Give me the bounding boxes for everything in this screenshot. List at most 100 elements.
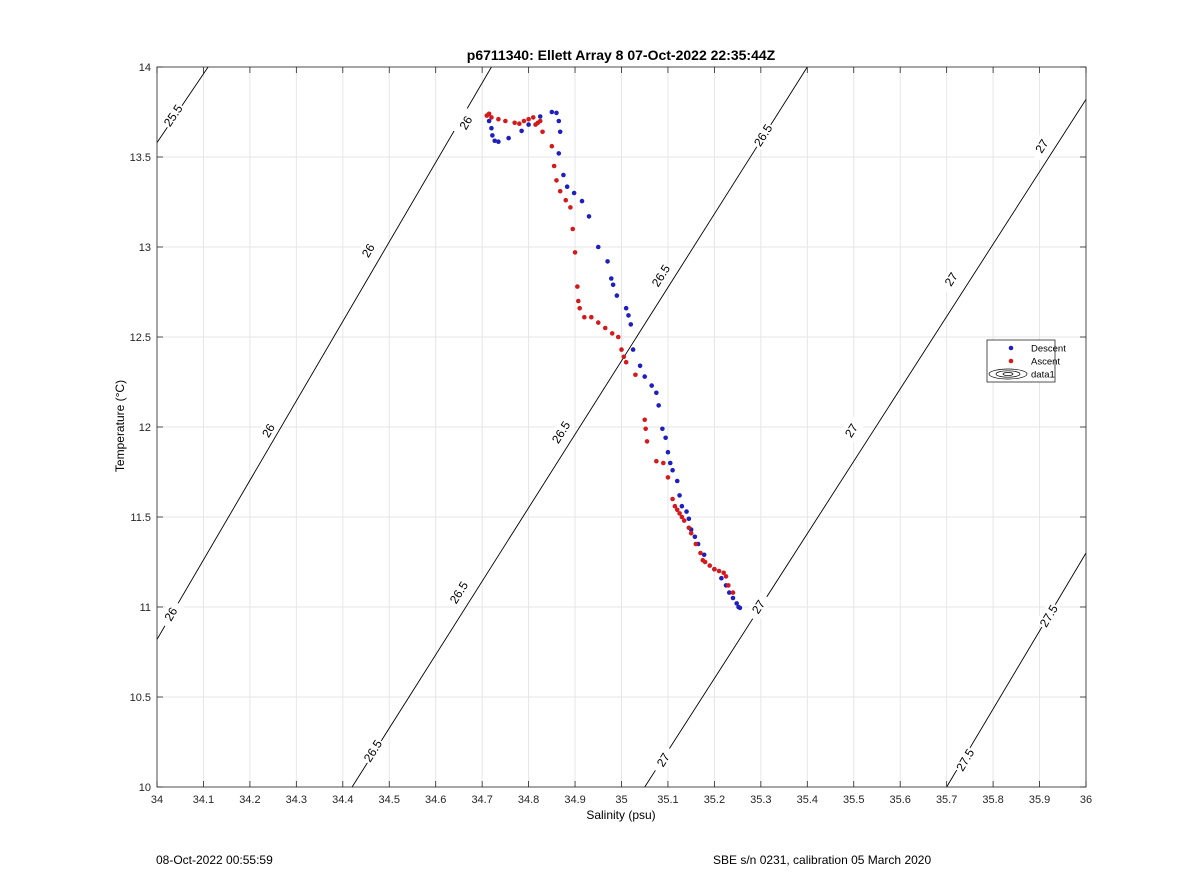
descent-point <box>496 139 501 144</box>
descent-point <box>623 305 629 311</box>
ascent-point <box>486 111 492 117</box>
x-tick-label: 35 <box>615 794 627 806</box>
ascent-point <box>677 511 682 516</box>
ascent-point <box>537 118 543 124</box>
footer-timestamp: 08-Oct-2022 00:55:59 <box>156 853 273 867</box>
contour-label-background <box>1028 130 1056 162</box>
x-tick-label: 34.1 <box>193 794 214 806</box>
descent-point <box>628 322 634 327</box>
ascent-point <box>575 284 580 289</box>
contour-label-group: 26 <box>157 598 185 630</box>
descent-point <box>626 313 631 318</box>
y-tick-label: 11 <box>140 602 151 614</box>
legend-data1-label: data1 <box>1031 370 1055 381</box>
legend-contour-icon <box>988 368 1028 380</box>
x-axis-label: Salinity (psu) <box>586 808 655 822</box>
ascent-point <box>623 359 629 365</box>
contour-label-background <box>547 417 575 448</box>
contour-label-background <box>445 577 473 608</box>
ascent-point <box>643 426 648 432</box>
x-tick-label: 34.7 <box>471 794 492 806</box>
ascent-point <box>674 507 680 513</box>
contour-label-background <box>159 100 188 131</box>
descent-point <box>610 282 616 288</box>
ascent-point <box>702 559 708 565</box>
descent-point <box>726 590 732 595</box>
descent-point <box>614 293 620 298</box>
density-contours: 25.52626262626.526.526.526.526.527272727… <box>156 66 1087 788</box>
descent-point <box>656 403 661 408</box>
x-tick-label: 34.4 <box>332 794 353 806</box>
legend-descent-marker <box>1008 345 1014 351</box>
ascent-point <box>577 305 582 311</box>
y-tick-label: 11.5 <box>130 512 151 524</box>
descent-point <box>663 435 668 441</box>
ascent-point <box>563 197 569 203</box>
ascent-point <box>521 118 527 124</box>
ascent-point <box>707 563 713 568</box>
descent-point <box>492 138 497 144</box>
axis-ticks: 34 34.1 34.2 34.3 34.4 34.5 34.6 34.7 34.8 34.9 35… <box>130 62 1093 806</box>
contour-label-group: 27 <box>649 744 678 776</box>
x-tick-label: 35.6 <box>889 794 910 806</box>
legend: Descent Ascent data1 <box>986 339 1066 383</box>
ascent-point <box>716 568 722 574</box>
descent-point <box>667 460 673 466</box>
grid-lines <box>156 66 1087 788</box>
x-tick-label: 35.4 <box>797 794 818 806</box>
x-tick-label: 35.7 <box>936 794 957 806</box>
ascent-point <box>576 298 581 304</box>
descent-point <box>556 118 562 124</box>
ascent-point <box>589 314 594 320</box>
ascent-point <box>619 347 624 352</box>
descent-point <box>686 516 692 522</box>
contour-line <box>644 99 1087 788</box>
contour-label-group: 27 <box>744 591 773 623</box>
ascent-point <box>572 250 578 255</box>
y-tick-label: 10 <box>139 782 151 794</box>
ascent-point <box>568 205 573 210</box>
descent-point <box>737 605 743 611</box>
contour-label-background <box>744 591 773 623</box>
contour-label-background <box>1035 600 1063 632</box>
ascent-point <box>633 372 638 378</box>
ascent-point <box>489 115 494 120</box>
contour-label-group: 26 <box>255 415 282 446</box>
descent-point <box>630 347 636 352</box>
contour-label-background <box>749 120 777 151</box>
y-axis-label: Temperature (°C) <box>113 380 127 472</box>
descent-point <box>649 383 654 388</box>
ascent-point <box>503 118 508 124</box>
descent-point <box>526 122 531 127</box>
ascent-point <box>670 496 675 502</box>
descent-point <box>608 276 614 281</box>
footer-calibration: SBE s/n 0231, calibration 05 March 2020 <box>713 853 932 867</box>
chart-title: p6711340: Ellett Array 8 07-Oct-2022 22:… <box>467 47 776 63</box>
contour-label-group: 26.5 <box>359 735 387 767</box>
descent-point <box>677 493 682 498</box>
contour-label-group: 26.5 <box>647 260 675 292</box>
contour-label: 26 <box>359 241 378 260</box>
descent-point <box>730 595 736 601</box>
contour-line <box>156 66 492 640</box>
descent-point <box>586 214 592 219</box>
descent-point <box>642 374 648 379</box>
contour-label-group: 27 <box>937 264 966 295</box>
x-tick-label: 34.8 <box>518 794 539 806</box>
descent-point <box>557 129 563 135</box>
contour-label-background <box>452 107 480 139</box>
legend-ascent-marker <box>1008 358 1014 364</box>
x-tick-label: 36 <box>1080 794 1092 806</box>
ascent-point <box>723 574 729 579</box>
x-tick-label: 34.9 <box>564 794 585 806</box>
descent-point <box>556 151 562 156</box>
contour-label-group: 27 <box>837 415 866 446</box>
descent-point <box>554 110 559 116</box>
x-tick-label: 35.8 <box>982 794 1003 806</box>
contour-label-group: 26 <box>354 235 382 266</box>
contour-label-background <box>647 260 675 292</box>
ascent-point <box>557 188 563 194</box>
descent-point <box>654 390 659 396</box>
contour-label-background <box>837 415 866 446</box>
